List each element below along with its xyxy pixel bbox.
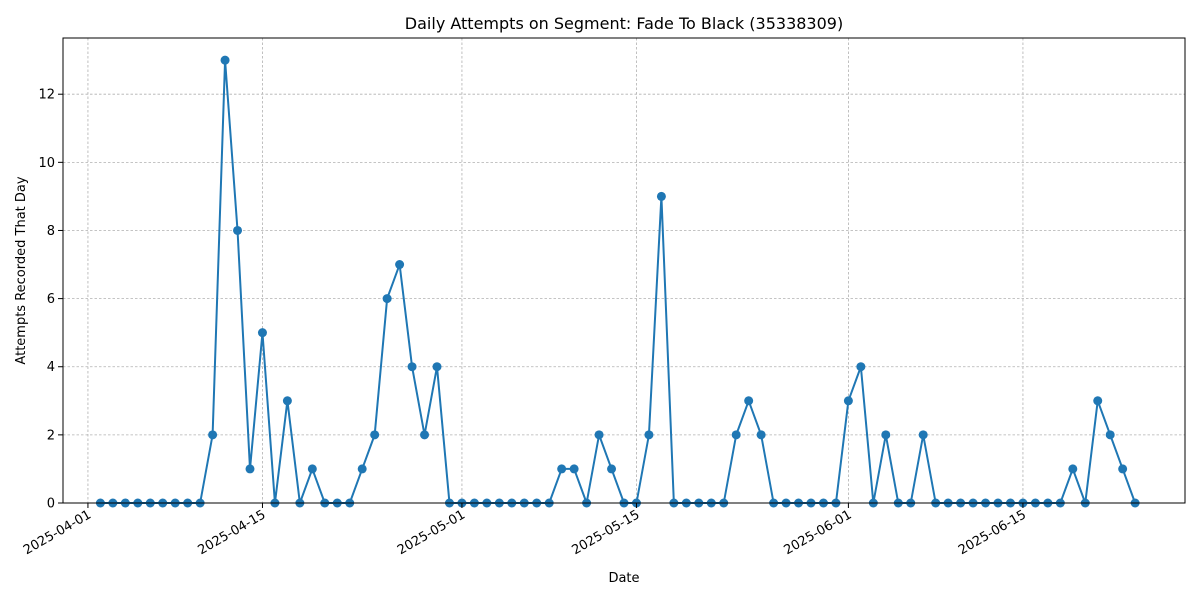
data-point	[918, 430, 928, 440]
series-line	[100, 59, 1137, 504]
y-tick-label: 8	[47, 224, 55, 239]
x-axis-label: Date	[608, 571, 639, 586]
grid-lines	[63, 38, 1185, 504]
data-point	[1118, 464, 1128, 474]
data-point	[569, 464, 579, 474]
data-point	[432, 362, 442, 372]
data-point	[594, 430, 604, 440]
data-point	[731, 430, 741, 440]
data-point	[843, 396, 853, 406]
data-point	[282, 396, 292, 406]
data-point	[607, 464, 617, 474]
data-point	[1105, 430, 1115, 440]
data-point	[220, 55, 230, 65]
data-point	[744, 396, 754, 406]
data-point	[208, 430, 218, 440]
data-point	[382, 294, 392, 304]
x-tick-label: 2025-04-15	[196, 507, 269, 558]
data-point	[257, 328, 267, 338]
x-tick-label: 2025-06-15	[956, 507, 1029, 558]
series-layer	[95, 55, 1140, 508]
data-point	[756, 430, 766, 440]
data-point	[307, 464, 317, 474]
y-tick-label: 6	[47, 292, 55, 307]
y-tick-label: 2	[47, 428, 55, 443]
data-point	[245, 464, 255, 474]
data-point	[656, 191, 666, 201]
data-point	[407, 362, 417, 372]
data-point	[1068, 464, 1078, 474]
y-axis-ticks: 0 2 4 6 8 10 12	[38, 88, 63, 512]
y-tick-label: 10	[38, 156, 55, 171]
data-point	[395, 260, 405, 270]
x-tick-label: 2025-06-01	[781, 507, 854, 558]
data-point	[856, 362, 866, 372]
plot-frame	[62, 37, 1186, 504]
y-axis-label: Attempts Recorded That Day	[14, 176, 29, 364]
data-point	[370, 430, 380, 440]
x-tick-label: 2025-05-01	[395, 507, 468, 558]
data-point	[357, 464, 367, 474]
x-axis-ticks: 2025-04-01 2025-04-15 2025-05-01 2025-05-15…	[21, 503, 1029, 558]
x-tick-label: 2025-05-15	[570, 507, 643, 558]
x-tick-label: 2025-04-01	[21, 507, 94, 558]
y-tick-label: 4	[47, 360, 55, 375]
y-tick-label: 0	[47, 497, 55, 512]
data-point	[644, 430, 654, 440]
data-point	[233, 225, 243, 235]
data-point	[1093, 396, 1103, 406]
data-point	[881, 430, 891, 440]
data-point	[557, 464, 567, 474]
data-point	[420, 430, 430, 440]
chart-title: Daily Attempts on Segment: Fade To Black…	[405, 14, 843, 33]
y-tick-label: 12	[38, 88, 55, 103]
